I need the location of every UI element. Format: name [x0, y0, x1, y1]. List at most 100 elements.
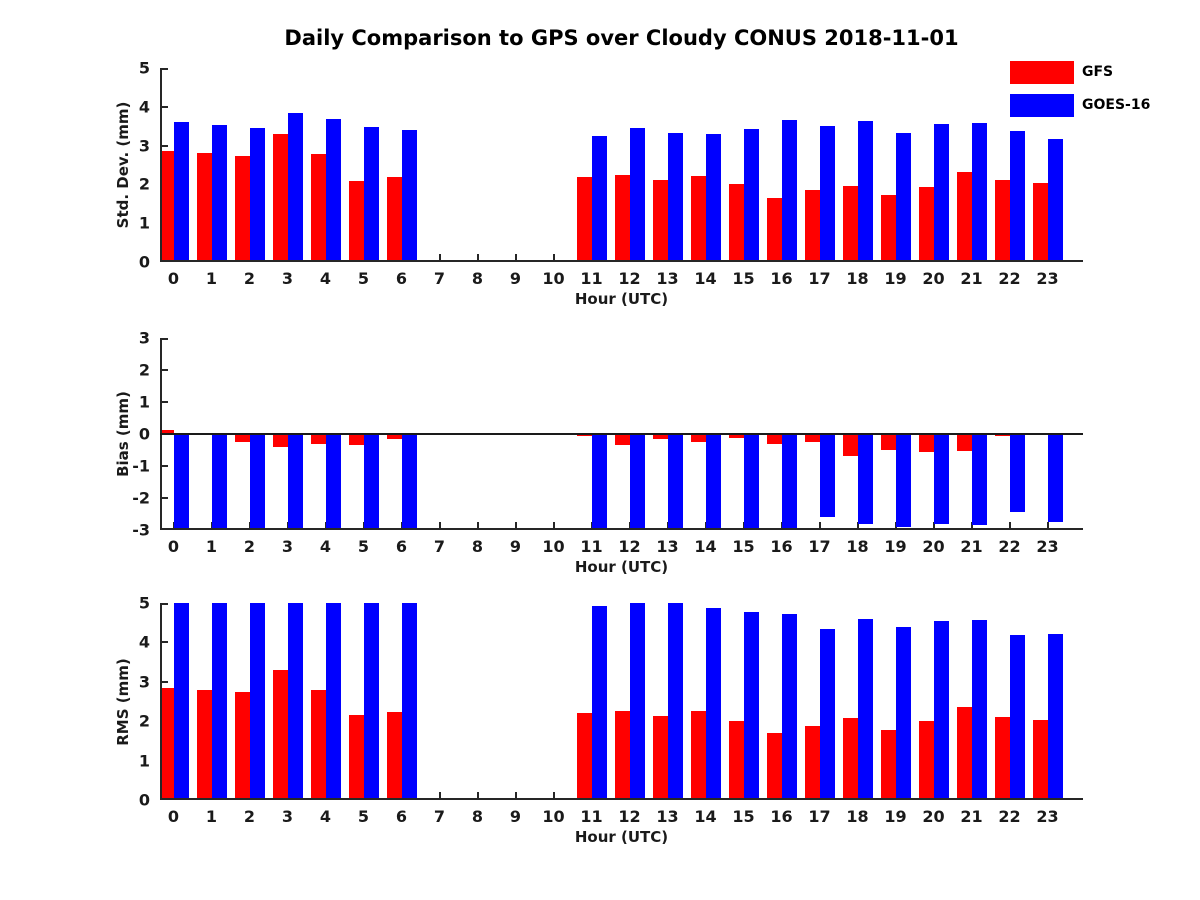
x-tick	[1046, 522, 1049, 530]
bar-goes16-h5	[363, 603, 379, 800]
bar-gfs-h17	[804, 189, 820, 262]
x-tick-label: 13	[656, 537, 679, 556]
x-tick-label: 2	[243, 269, 256, 288]
bar-gfs-h16	[766, 434, 782, 444]
y-tick-label: 1	[138, 213, 150, 233]
x-tick-label: 20	[922, 537, 945, 556]
bar-goes16-h14	[705, 434, 721, 530]
bar-goes16-h0	[173, 122, 189, 262]
x-tick	[514, 522, 517, 530]
bar-goes16-h2	[249, 128, 265, 262]
legend-swatch-goes16	[1010, 94, 1074, 117]
x-tick-label: 5	[357, 269, 370, 288]
y-tick-label: 3	[138, 136, 150, 156]
bar-gfs-h5	[348, 180, 364, 262]
bar-goes16-h23	[1047, 139, 1063, 262]
bar-goes16-h3	[287, 603, 303, 800]
bar-gfs-h2	[234, 691, 250, 800]
bar-goes16-h18	[857, 121, 873, 262]
y-tick-label: -1	[132, 456, 150, 476]
x-tick-label: 0	[167, 537, 180, 556]
legend-swatch-gfs	[1010, 61, 1074, 84]
bar-gfs-h5	[348, 434, 364, 446]
x-tick-label: 21	[960, 807, 983, 826]
y-tick	[160, 465, 168, 467]
y-tick-label: 2	[138, 360, 150, 380]
bar-gfs-h14	[690, 175, 706, 262]
x-tick-label: 22	[998, 269, 1021, 288]
x-tick-label: 22	[998, 537, 1021, 556]
x-tick-label: 13	[656, 269, 679, 288]
bar-goes16-h19	[895, 132, 911, 262]
x-tick-label: 6	[395, 807, 408, 826]
bar-gfs-h14	[690, 711, 706, 800]
bar-gfs-h21	[956, 434, 972, 452]
x-tick-label: 21	[960, 269, 983, 288]
bar-gfs-h12	[614, 434, 630, 445]
x-tick-label: 12	[618, 537, 641, 556]
bar-goes16-h15	[743, 611, 759, 800]
bar-gfs-h14	[690, 434, 706, 442]
x-tick-label: 20	[922, 269, 945, 288]
x-tick-label: 1	[205, 807, 218, 826]
bar-goes16-h16	[781, 119, 797, 262]
plot-area-bias	[160, 338, 1083, 530]
bar-gfs-h22	[994, 179, 1010, 262]
bar-goes16-h16	[781, 614, 797, 800]
x-tick-label: 15	[732, 269, 755, 288]
bar-goes16-h22	[1009, 434, 1025, 513]
x-tick-label: 4	[319, 537, 332, 556]
bar-goes16-h1	[211, 603, 227, 800]
bar-goes16-h13	[667, 434, 683, 530]
bar-goes16-h17	[819, 434, 835, 518]
bar-gfs-h12	[614, 174, 630, 262]
bar-goes16-h11	[591, 606, 607, 800]
x-tick-label: 22	[998, 807, 1021, 826]
bar-goes16-h19	[895, 434, 911, 527]
bar-gfs-h6	[386, 711, 402, 800]
bar-goes16-h3	[287, 434, 303, 530]
bar-gfs-h1	[196, 153, 212, 262]
bar-gfs-h4	[310, 689, 326, 800]
bar-goes16-h14	[705, 133, 721, 262]
bar-gfs-h19	[880, 730, 896, 800]
x-tick-label: 7	[433, 269, 446, 288]
x-tick-label: 8	[471, 807, 484, 826]
bar-gfs-h18	[842, 185, 858, 262]
plot-area-std-dev	[160, 68, 1083, 262]
x-tick-label: 17	[808, 537, 831, 556]
x-tick-label: 8	[471, 269, 484, 288]
bar-gfs-h3	[272, 434, 288, 448]
bar-gfs-h6	[386, 434, 402, 440]
bar-gfs-h0	[160, 151, 174, 262]
bar-goes16-h17	[819, 628, 835, 800]
x-tick-label: 4	[319, 807, 332, 826]
y-tick	[160, 369, 168, 371]
bar-gfs-h12	[614, 710, 630, 800]
bar-gfs-h2	[234, 434, 250, 442]
bar-goes16-h4	[325, 119, 341, 262]
x-tick-label: 6	[395, 269, 408, 288]
bar-goes16-h21	[971, 123, 987, 262]
bar-goes16-h20	[933, 434, 949, 525]
bar-goes16-h21	[971, 620, 987, 800]
bar-goes16-h4	[325, 434, 341, 530]
y-tick-label: 5	[138, 58, 150, 78]
x-tick-label: 11	[580, 269, 603, 288]
x-tick-label: 21	[960, 537, 983, 556]
x-tick	[970, 522, 973, 530]
x-tick-label: 18	[846, 269, 869, 288]
bar-goes16-h20	[933, 123, 949, 262]
bar-goes16-h0	[173, 434, 189, 530]
bar-gfs-h0	[160, 687, 174, 800]
x-tick-label: 23	[1036, 269, 1059, 288]
bar-goes16-h18	[857, 618, 873, 800]
y-tick-label: 3	[138, 672, 150, 692]
x-tick-label: 8	[471, 537, 484, 556]
bar-goes16-h1	[211, 125, 227, 262]
y-tick-label: 3	[138, 328, 150, 348]
bar-gfs-h22	[994, 717, 1010, 800]
bar-goes16-h22	[1009, 130, 1025, 262]
x-tick	[438, 254, 441, 262]
